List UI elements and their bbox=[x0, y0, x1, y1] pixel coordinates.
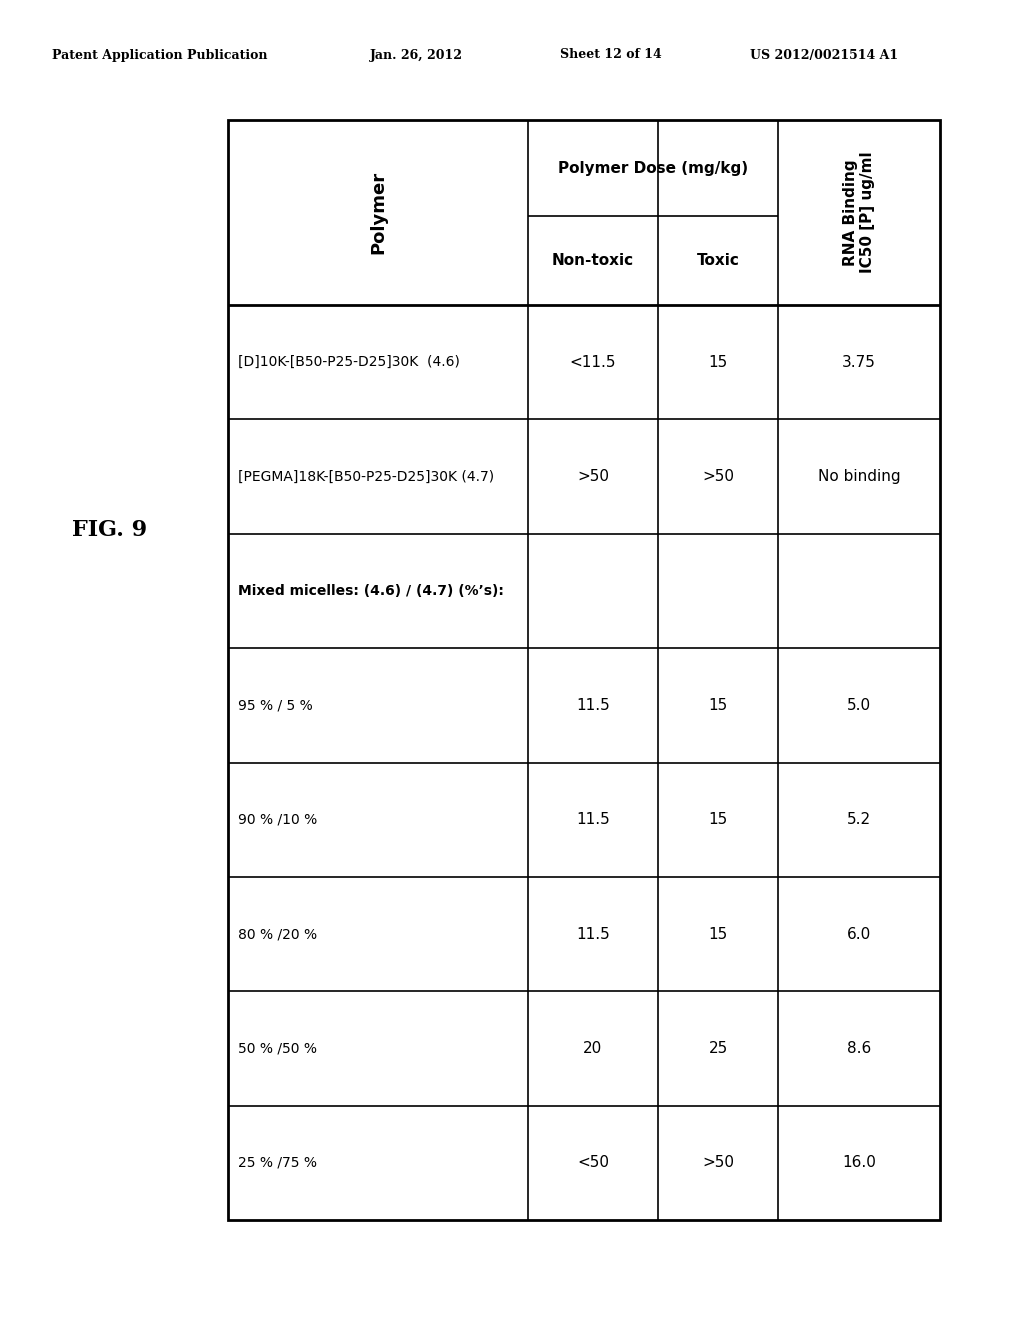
Text: 50 % /50 %: 50 % /50 % bbox=[238, 1041, 317, 1056]
Text: 5.0: 5.0 bbox=[847, 698, 871, 713]
Text: Polymer: Polymer bbox=[369, 170, 387, 253]
Text: 11.5: 11.5 bbox=[577, 927, 610, 941]
Text: >50: >50 bbox=[702, 469, 734, 484]
Text: FIG. 9: FIG. 9 bbox=[72, 519, 147, 541]
Text: No binding: No binding bbox=[818, 469, 900, 484]
Text: Polymer Dose (mg/kg): Polymer Dose (mg/kg) bbox=[558, 161, 749, 176]
Bar bbox=[228, 120, 940, 1220]
Text: 25 % /75 %: 25 % /75 % bbox=[238, 1156, 317, 1170]
Text: US 2012/0021514 A1: US 2012/0021514 A1 bbox=[750, 49, 898, 62]
Text: Mixed micelles: (4.6) / (4.7) (%’s):: Mixed micelles: (4.6) / (4.7) (%’s): bbox=[238, 583, 504, 598]
Text: 15: 15 bbox=[709, 698, 728, 713]
Text: Patent Application Publication: Patent Application Publication bbox=[52, 49, 267, 62]
Text: 90 % /10 %: 90 % /10 % bbox=[238, 813, 317, 826]
Text: 15: 15 bbox=[709, 927, 728, 941]
Text: 16.0: 16.0 bbox=[842, 1155, 876, 1171]
Text: <11.5: <11.5 bbox=[569, 355, 616, 370]
Text: [PEGMA]18K-[B50-P25-D25]30K (4.7): [PEGMA]18K-[B50-P25-D25]30K (4.7) bbox=[238, 470, 495, 483]
Text: 25: 25 bbox=[709, 1041, 728, 1056]
Text: >50: >50 bbox=[702, 1155, 734, 1171]
Text: 3.75: 3.75 bbox=[842, 355, 876, 370]
Text: 20: 20 bbox=[584, 1041, 603, 1056]
Text: 15: 15 bbox=[709, 355, 728, 370]
Text: >50: >50 bbox=[577, 469, 609, 484]
Text: 11.5: 11.5 bbox=[577, 812, 610, 828]
Text: 80 % /20 %: 80 % /20 % bbox=[238, 927, 317, 941]
Text: <50: <50 bbox=[577, 1155, 609, 1171]
Text: 5.2: 5.2 bbox=[847, 812, 871, 828]
Text: RNA Binding
IC50 [P] ug/ml: RNA Binding IC50 [P] ug/ml bbox=[843, 152, 876, 273]
Text: 6.0: 6.0 bbox=[847, 927, 871, 941]
Text: 95 % / 5 %: 95 % / 5 % bbox=[238, 698, 312, 713]
Text: 15: 15 bbox=[709, 812, 728, 828]
Text: 11.5: 11.5 bbox=[577, 698, 610, 713]
Text: Toxic: Toxic bbox=[696, 253, 739, 268]
Text: [D]10K-[B50-P25-D25]30K  (4.6): [D]10K-[B50-P25-D25]30K (4.6) bbox=[238, 355, 460, 370]
Text: Non-toxic: Non-toxic bbox=[552, 253, 634, 268]
Text: Jan. 26, 2012: Jan. 26, 2012 bbox=[370, 49, 463, 62]
Text: Sheet 12 of 14: Sheet 12 of 14 bbox=[560, 49, 662, 62]
Text: 8.6: 8.6 bbox=[847, 1041, 871, 1056]
